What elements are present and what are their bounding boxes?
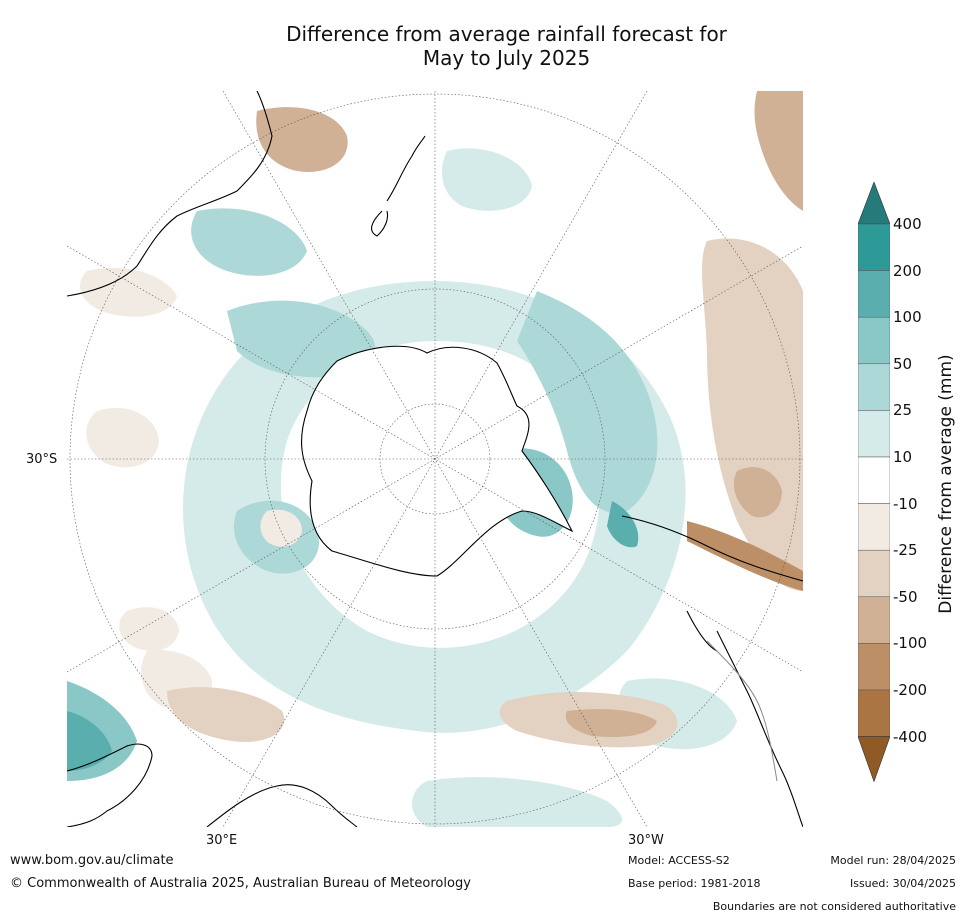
colorbar-swatch (858, 270, 890, 318)
colorbar-swatch (858, 596, 890, 644)
antarctica-landmass (301, 345, 574, 577)
colorbar-tick-label: 100 (893, 308, 922, 327)
brown-anomaly-region (687, 521, 803, 591)
teal-anomaly-region (442, 148, 532, 211)
colorbar-swatch (858, 410, 890, 458)
colorbar-tick-label: 10 (893, 448, 913, 466)
colorbar-tick-label: -200 (893, 681, 928, 699)
colorbar-tick-label: -400 (893, 727, 928, 746)
colorbar-tick-label: 25 (893, 401, 913, 420)
rainfall-map (67, 91, 803, 827)
teal-anomaly-region (607, 501, 639, 548)
colorbar-swatch (858, 549, 890, 598)
colorbar-tick-label: 200 (893, 261, 922, 280)
chart-title: Difference from average rainfall forecas… (0, 22, 965, 70)
lat-label-30s: 30°S (26, 452, 58, 467)
country-border (706, 640, 778, 782)
new-zealand-coastline (371, 135, 426, 237)
brown-anomaly-region (754, 91, 803, 211)
teal-anomaly-region (517, 291, 658, 513)
footer-url[interactable]: www.bom.gov.au/climate (10, 853, 174, 868)
teal-anomaly-region (191, 208, 307, 276)
brown-anomaly-region (256, 107, 348, 172)
lon-label-30w: 30°W (628, 833, 664, 848)
colorbar-swatch (858, 223, 890, 271)
title-line-1: Difference from average rainfall forecas… (286, 22, 727, 46)
colorbar-tick-label: -100 (893, 634, 928, 653)
footer-issued: Issued: 30/04/2025 (849, 877, 956, 890)
colorbar-swatch (858, 456, 890, 504)
colorbar-tick-label: -10 (893, 494, 918, 513)
brown-anomaly-region (565, 709, 657, 738)
brown-anomaly-region (167, 687, 285, 742)
footer-model-run: Model run: 28/04/2025 (830, 854, 956, 867)
africa-coastline (206, 784, 358, 827)
colorbar-tick-label: 400 (893, 215, 922, 233)
title-line-2: May to July 2025 (422, 46, 591, 70)
africa-coastline (67, 743, 153, 827)
colorbar-swatch (858, 689, 890, 737)
brown-anomaly-region (119, 607, 179, 651)
colorbar-extend-bottom (858, 736, 890, 782)
colorbar (858, 182, 890, 782)
footer-base-period: Base period: 1981-2018 (628, 877, 761, 890)
colorbar-swatch (858, 363, 890, 411)
brown-anomaly-region (733, 467, 782, 518)
colorbar-swatch (858, 316, 890, 365)
colorbar-swatches (858, 182, 890, 782)
colorbar-tick-label: 50 (893, 354, 913, 373)
teal-anomaly-region (227, 300, 376, 378)
colorbar-tick-label: -25 (893, 541, 918, 560)
lon-label-30e: 30°E (206, 833, 238, 848)
brown-anomaly-region (260, 509, 302, 547)
footer-copyright: © Commonwealth of Australia 2025, Austra… (10, 876, 471, 891)
footer-model: Model: ACCESS-S2 (628, 854, 730, 867)
australia-coastline (67, 91, 273, 297)
south-america-coastline (621, 515, 803, 827)
colorbar-swatch (858, 503, 890, 551)
teal-anomaly-region (412, 777, 622, 827)
colorbar-title: Difference from average (mm) (936, 354, 956, 614)
teal-anomaly-region (183, 281, 686, 733)
colorbar-swatch (858, 643, 890, 691)
colorbar-tick-label: -50 (893, 587, 918, 606)
footer-disclaimer: Boundaries are not considered authoritat… (712, 900, 956, 913)
teal-anomaly-region (67, 711, 112, 771)
colorbar-extend-top (858, 182, 890, 225)
brown-anomaly-region (86, 407, 159, 468)
